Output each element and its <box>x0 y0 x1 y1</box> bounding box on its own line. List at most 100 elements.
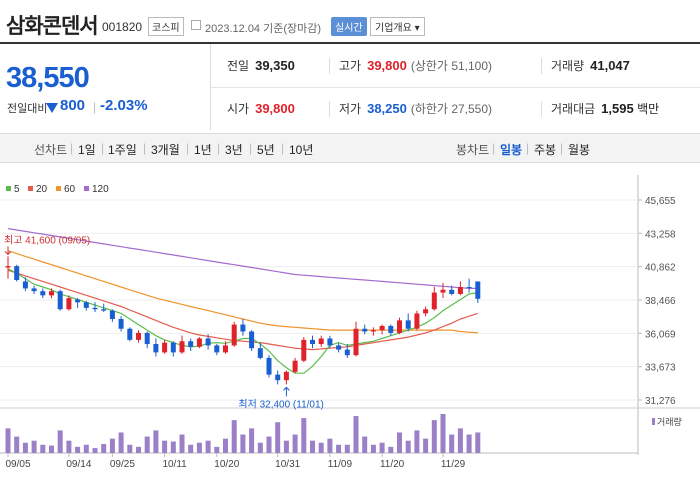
stock-name: 삼화콘덴서 <box>6 15 99 38</box>
tab-monthly[interactable]: 월봉 <box>568 143 591 157</box>
tab-3m[interactable]: 3개월 <box>151 143 180 157</box>
candle <box>449 289 455 294</box>
x-tick-label: 10/31 <box>275 459 300 470</box>
candle <box>83 302 89 308</box>
legend-item-5: 5 <box>14 184 20 195</box>
candle <box>327 338 333 346</box>
volume-bar <box>75 446 81 453</box>
volume-bar <box>397 432 402 453</box>
candle <box>475 281 481 299</box>
legend-swatch <box>6 186 11 191</box>
tab-10y[interactable]: 10년 <box>289 143 314 157</box>
volume-bar <box>83 444 89 453</box>
candle <box>318 338 324 345</box>
tab-1w[interactable]: 1주일 <box>108 143 137 157</box>
candle <box>362 328 368 332</box>
volume-bar <box>257 442 263 453</box>
volume-bar <box>162 440 168 453</box>
candle <box>205 338 211 346</box>
x-tick-label: 11/09 <box>328 459 353 470</box>
candle <box>414 313 420 329</box>
down-triangle-icon <box>46 103 58 113</box>
candle <box>440 289 446 293</box>
legend-item-60: 60 <box>64 184 76 195</box>
volume-bar <box>336 444 342 453</box>
high-annotation: 최고 41,600 (09/05) <box>4 234 90 246</box>
volume-bar <box>457 428 463 453</box>
tab-daily[interactable]: 일봉 <box>500 143 523 157</box>
candle <box>379 325 385 331</box>
candle <box>223 345 228 353</box>
y-tick-label: 38,466 <box>645 296 676 307</box>
candle <box>336 345 342 350</box>
legend-swatch <box>28 186 33 191</box>
volume-bar <box>205 440 211 453</box>
stat-prev-close: 전일 39,350 <box>227 58 295 73</box>
volume-bar <box>310 440 315 453</box>
stats-table: 전일 39,350 고가 39,800 (상한가 51,100) 거래량 41,047 … <box>210 44 700 130</box>
volume-bar <box>301 418 307 453</box>
candle <box>57 291 63 310</box>
low-arrow-icon <box>283 386 290 397</box>
stock-header: 삼화콘덴서 001820 코스피 2023.12.04 기준(장마감) 실시간 … <box>0 0 700 44</box>
candle <box>266 357 272 375</box>
volume-bar <box>188 444 194 453</box>
realtime-button[interactable]: 실시간 <box>331 17 367 36</box>
candle <box>188 341 194 347</box>
volume-bar <box>5 428 11 453</box>
volume-bar <box>240 434 246 453</box>
stat-high: 고가 39,800 (상한가 51,100) <box>339 58 493 73</box>
volume-bar <box>362 436 368 453</box>
line-chart-label: 선차트 <box>34 143 68 157</box>
stock-code: 001820 <box>102 20 143 34</box>
candle <box>283 371 289 381</box>
candle <box>170 342 176 353</box>
volume-bar <box>118 432 124 453</box>
volume-bar <box>466 434 472 453</box>
ma120-line <box>7 228 478 289</box>
volume-bar <box>370 444 376 453</box>
candle <box>240 324 246 332</box>
volume-legend-swatch <box>652 418 655 425</box>
stat-open: 시가 39,800 <box>227 101 295 116</box>
candle <box>66 298 72 310</box>
tab-3y[interactable]: 3년 <box>225 143 243 157</box>
candle <box>136 332 141 340</box>
tab-5y[interactable]: 5년 <box>257 143 275 157</box>
candle <box>162 342 168 353</box>
candle <box>40 291 46 296</box>
candle <box>344 349 350 356</box>
stat-amount: 거래대금 1,595 백만 <box>551 101 660 116</box>
low-annotation: 최저 32,400 (11/01) <box>238 398 324 410</box>
candle <box>144 332 150 345</box>
y-tick-label: 36,069 <box>645 329 676 340</box>
candle <box>397 320 402 333</box>
volume-bar <box>136 446 141 453</box>
high-arrow-icon <box>4 246 12 256</box>
candle <box>275 374 281 381</box>
tab-1d[interactable]: 1일 <box>78 143 96 157</box>
tab-1y[interactable]: 1년 <box>194 143 212 157</box>
volume-bar <box>153 430 159 453</box>
chart-tabs: 선차트 | 1일 | 1주일 | 3개월 | 1년 | 3년 | 5년 | 10… <box>0 133 700 163</box>
chevron-down-icon: ▾ <box>414 23 420 34</box>
candle <box>423 309 429 314</box>
x-tick-label: 09/05 <box>5 459 30 470</box>
candle <box>370 330 376 332</box>
x-tick-label: 10/11 <box>162 459 187 470</box>
volume-bar <box>22 442 28 453</box>
legend-swatch <box>56 186 61 191</box>
legend-item-20: 20 <box>36 184 48 195</box>
candle <box>14 266 20 281</box>
y-tick-label: 45,655 <box>645 196 676 207</box>
calendar-icon <box>191 20 201 30</box>
candle <box>466 287 472 289</box>
legend-item-120: 120 <box>92 184 109 195</box>
company-info-dropdown[interactable]: 기업개요 ▾ <box>370 17 425 36</box>
volume-bar <box>431 420 437 453</box>
volume-bar <box>40 444 46 453</box>
tab-weekly[interactable]: 주봉 <box>534 143 557 157</box>
quote-date: 2023.12.04 기준(장마감) <box>205 23 322 35</box>
candle <box>31 288 37 292</box>
